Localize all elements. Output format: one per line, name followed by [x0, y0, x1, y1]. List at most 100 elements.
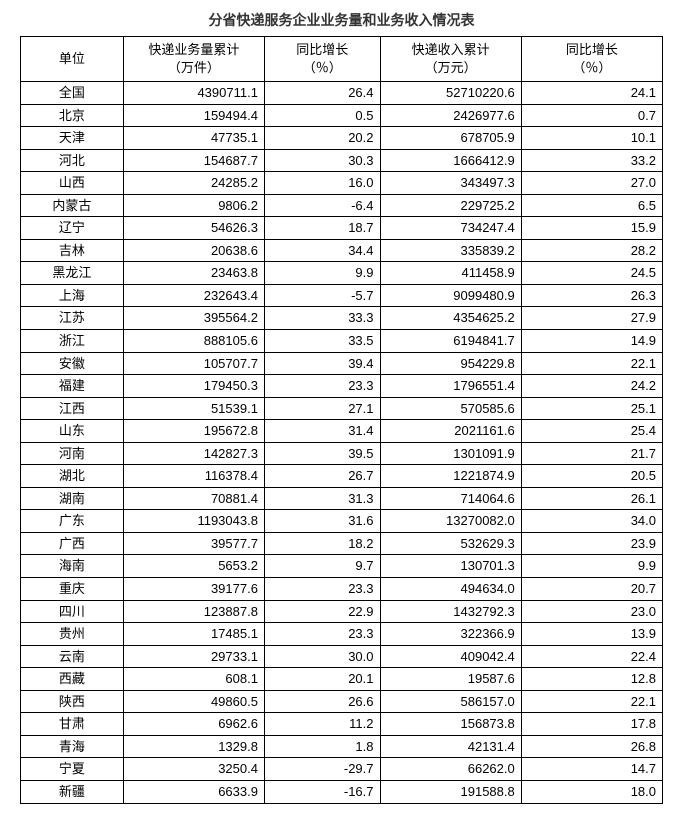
unit-cell: 河南: [21, 442, 124, 465]
table-row: 青海1329.81.842131.426.8: [21, 735, 663, 758]
value-cell: 39.4: [264, 352, 380, 375]
value-cell: 23463.8: [123, 262, 264, 285]
value-cell: 714064.6: [380, 487, 521, 510]
value-cell: 27.1: [264, 397, 380, 420]
table-row: 天津47735.120.2678705.910.1: [21, 127, 663, 150]
value-cell: 34.4: [264, 239, 380, 262]
value-cell: 22.1: [521, 690, 662, 713]
value-cell: 20.7: [521, 578, 662, 601]
value-cell: 142827.3: [123, 442, 264, 465]
col-header-2: 同比增长（％）: [264, 37, 380, 82]
value-cell: 1796551.4: [380, 375, 521, 398]
value-cell: 191588.8: [380, 780, 521, 803]
table-row: 河南142827.339.51301091.921.7: [21, 442, 663, 465]
value-cell: 1.8: [264, 735, 380, 758]
value-cell: 24.5: [521, 262, 662, 285]
table-row: 宁夏3250.4-29.766262.014.7: [21, 758, 663, 781]
table-row: 云南29733.130.0409042.422.4: [21, 645, 663, 668]
value-cell: 17.8: [521, 713, 662, 736]
table-row: 重庆39177.623.3494634.020.7: [21, 578, 663, 601]
unit-cell: 甘肃: [21, 713, 124, 736]
value-cell: 586157.0: [380, 690, 521, 713]
value-cell: 9099480.9: [380, 284, 521, 307]
value-cell: 22.1: [521, 352, 662, 375]
unit-cell: 广东: [21, 510, 124, 533]
value-cell: 1329.8: [123, 735, 264, 758]
unit-cell: 山西: [21, 172, 124, 195]
table-row: 黑龙江23463.89.9411458.924.5: [21, 262, 663, 285]
value-cell: 31.3: [264, 487, 380, 510]
value-cell: 42131.4: [380, 735, 521, 758]
value-cell: 22.9: [264, 600, 380, 623]
value-cell: 47735.1: [123, 127, 264, 150]
value-cell: 51539.1: [123, 397, 264, 420]
value-cell: 9806.2: [123, 194, 264, 217]
value-cell: 39577.7: [123, 532, 264, 555]
unit-cell: 云南: [21, 645, 124, 668]
table-row: 广东1193043.831.613270082.034.0: [21, 510, 663, 533]
value-cell: 154687.7: [123, 149, 264, 172]
value-cell: 18.7: [264, 217, 380, 240]
table-row: 陕西49860.526.6586157.022.1: [21, 690, 663, 713]
value-cell: 1432792.3: [380, 600, 521, 623]
unit-cell: 全国: [21, 82, 124, 105]
value-cell: -29.7: [264, 758, 380, 781]
table-row: 全国4390711.126.452710220.624.1: [21, 82, 663, 105]
value-cell: 608.1: [123, 668, 264, 691]
value-cell: 9.9: [264, 262, 380, 285]
unit-cell: 宁夏: [21, 758, 124, 781]
value-cell: 33.5: [264, 330, 380, 353]
table-row: 内蒙古9806.2-6.4229725.26.5: [21, 194, 663, 217]
value-cell: -16.7: [264, 780, 380, 803]
unit-cell: 北京: [21, 104, 124, 127]
table-row: 北京159494.40.52426977.60.7: [21, 104, 663, 127]
value-cell: 11.2: [264, 713, 380, 736]
unit-cell: 新疆: [21, 780, 124, 803]
table-row: 辽宁54626.318.7734247.415.9: [21, 217, 663, 240]
value-cell: 39177.6: [123, 578, 264, 601]
value-cell: 23.3: [264, 623, 380, 646]
value-cell: 23.3: [264, 375, 380, 398]
table-row: 山东195672.831.42021161.625.4: [21, 420, 663, 443]
value-cell: 26.8: [521, 735, 662, 758]
value-cell: 34.0: [521, 510, 662, 533]
table-row: 湖南70881.431.3714064.626.1: [21, 487, 663, 510]
value-cell: 678705.9: [380, 127, 521, 150]
value-cell: 116378.4: [123, 465, 264, 488]
value-cell: 49860.5: [123, 690, 264, 713]
unit-cell: 安徽: [21, 352, 124, 375]
value-cell: 13.9: [521, 623, 662, 646]
unit-cell: 四川: [21, 600, 124, 623]
value-cell: 6.5: [521, 194, 662, 217]
unit-cell: 广西: [21, 532, 124, 555]
value-cell: 25.1: [521, 397, 662, 420]
value-cell: 27.9: [521, 307, 662, 330]
value-cell: 411458.9: [380, 262, 521, 285]
unit-cell: 海南: [21, 555, 124, 578]
col-header-3: 快递收入累计（万元）: [380, 37, 521, 82]
value-cell: 10.1: [521, 127, 662, 150]
table-row: 河北154687.730.31666412.933.2: [21, 149, 663, 172]
value-cell: 28.2: [521, 239, 662, 262]
table-row: 上海232643.4-5.79099480.926.3: [21, 284, 663, 307]
value-cell: 335839.2: [380, 239, 521, 262]
value-cell: 532629.3: [380, 532, 521, 555]
unit-cell: 山东: [21, 420, 124, 443]
value-cell: 123887.8: [123, 600, 264, 623]
col-header-4: 同比增长（％）: [521, 37, 662, 82]
value-cell: 343497.3: [380, 172, 521, 195]
value-cell: 26.6: [264, 690, 380, 713]
unit-cell: 湖南: [21, 487, 124, 510]
col-header-0: 单位: [21, 37, 124, 82]
value-cell: 179450.3: [123, 375, 264, 398]
value-cell: 24.1: [521, 82, 662, 105]
value-cell: 70881.4: [123, 487, 264, 510]
value-cell: 159494.4: [123, 104, 264, 127]
value-cell: 18.2: [264, 532, 380, 555]
value-cell: 54626.3: [123, 217, 264, 240]
table-row: 浙江888105.633.56194841.714.9: [21, 330, 663, 353]
unit-cell: 天津: [21, 127, 124, 150]
value-cell: 409042.4: [380, 645, 521, 668]
value-cell: 20638.6: [123, 239, 264, 262]
value-cell: 20.5: [521, 465, 662, 488]
